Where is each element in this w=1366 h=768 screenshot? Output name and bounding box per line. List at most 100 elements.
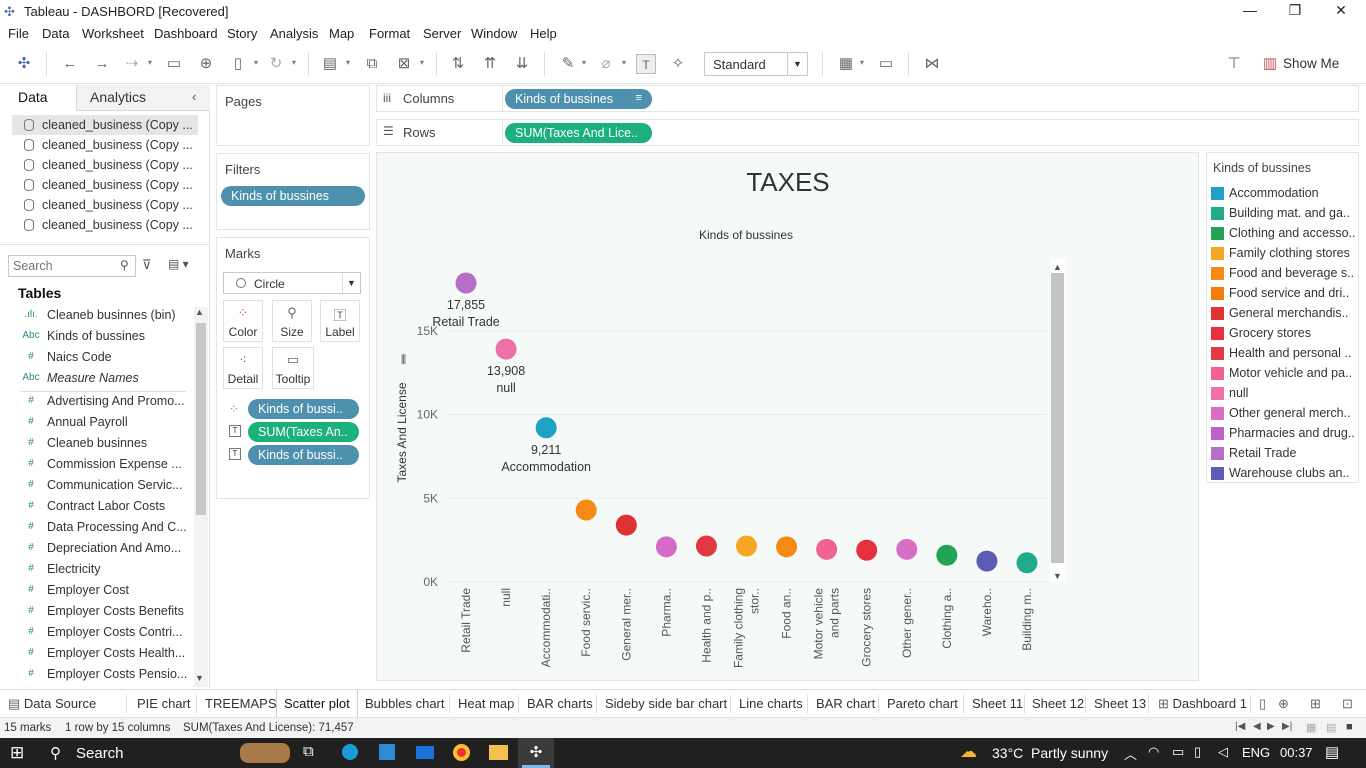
legend-item[interactable]: Food service and dri.. xyxy=(1211,285,1357,305)
legend-item[interactable]: Motor vehicle and pa.. xyxy=(1211,365,1357,385)
field-item[interactable]: # Data Processing And C... xyxy=(28,520,187,534)
first-sheet-icon[interactable]: |◀ xyxy=(1235,721,1246,732)
menu-analysis[interactable]: Analysis xyxy=(270,26,319,41)
language-indicator[interactable]: ENG xyxy=(1242,745,1271,760)
tab-bar-chart[interactable]: BAR chart xyxy=(816,696,876,711)
tab-dashboard-1[interactable]: ⊞ Dashboard 1 xyxy=(1158,696,1247,711)
network-icon[interactable]: ▭ xyxy=(1172,744,1185,759)
legend-item[interactable]: null xyxy=(1211,385,1357,405)
minimize-icon[interactable]: — xyxy=(1243,2,1257,18)
restore-icon[interactable]: ❐ xyxy=(1288,2,1302,18)
columns-pill[interactable]: Kinds of bussines ≡ xyxy=(505,89,652,109)
marks-card[interactable]: Marks Circle ▼ ⁘ Color ⚲ Size 🅃 Label ⁖ Deta… xyxy=(216,237,370,499)
label-button[interactable]: 🅃 Label xyxy=(320,300,360,342)
tab-sheet-13[interactable]: Sheet 13 xyxy=(1094,696,1147,711)
mark-pill-color[interactable]: Kinds of bussi.. xyxy=(248,399,359,419)
grid-view-icon[interactable]: ▦ xyxy=(1306,722,1317,734)
menu-map[interactable]: Map xyxy=(329,26,355,41)
legend-item[interactable]: Retail Trade xyxy=(1211,445,1357,465)
legend-item[interactable]: Other general merch.. xyxy=(1211,405,1357,425)
tab-sheet-12[interactable]: Sheet 12 xyxy=(1032,696,1085,711)
tab-sheet-11[interactable]: Sheet 11 xyxy=(972,696,1024,711)
duplicate-icon[interactable]: ⧉ xyxy=(366,55,378,72)
field-item[interactable]: # Employer Costs Pensio... xyxy=(28,667,188,681)
story-tab-icon[interactable]: ▯ xyxy=(1259,696,1267,711)
legend-item[interactable]: Pharmacies and drug.. xyxy=(1211,425,1357,445)
redo-icon[interactable]: → xyxy=(94,55,110,72)
datasource-item[interactable]: cleaned_business (Copy ... xyxy=(12,195,198,215)
replay-icon[interactable]: ⇢ xyxy=(125,55,139,72)
field-item[interactable]: # Electricity xyxy=(28,562,101,576)
store-icon[interactable] xyxy=(379,744,395,760)
datasource-item[interactable]: cleaned_business (Copy ... xyxy=(12,175,198,195)
field-item[interactable]: # Communication Servic... xyxy=(28,478,183,492)
weather-icon[interactable]: ☁ xyxy=(960,742,977,761)
datasource-item[interactable]: cleaned_business (Copy ... xyxy=(12,155,198,175)
chart-view[interactable]: TAXES Kinds of bussines 0K 5K 10K 15K Taxes An… xyxy=(376,152,1199,681)
taskbar-search-icon[interactable]: ⚲ xyxy=(50,745,61,762)
tab-bubbles-chart[interactable]: Bubbles chart xyxy=(365,696,445,711)
tab-pareto-chart[interactable]: Pareto chart xyxy=(887,696,958,711)
pin-icon[interactable]: ✧ xyxy=(671,55,685,72)
refresh-icon[interactable]: ↻ xyxy=(269,55,283,72)
file-explorer-icon[interactable] xyxy=(489,745,508,760)
list-view-icon[interactable]: ▤ xyxy=(1326,722,1337,734)
tab-pie-chart[interactable]: PIE chart xyxy=(137,696,191,711)
field-item[interactable]: Abc Measure Names xyxy=(22,371,139,385)
swap-icon[interactable]: ⇅ xyxy=(451,55,465,72)
filmstrip-view-icon[interactable]: ■ xyxy=(1346,721,1353,733)
undo-icon[interactable]: ← xyxy=(62,55,78,72)
fit-dropdown[interactable]: Standard ▼ xyxy=(704,52,808,76)
new-story-tab-icon[interactable]: ⊡ xyxy=(1342,696,1353,711)
clock[interactable]: 00:37 xyxy=(1280,745,1313,760)
new-worksheet-tab-icon[interactable]: ⊕ xyxy=(1278,696,1289,711)
save-icon[interactable]: ▭ xyxy=(166,55,182,72)
legend-item[interactable]: Health and personal .. xyxy=(1211,345,1357,365)
tableau-home-icon[interactable]: ✣ xyxy=(17,55,31,72)
show-me-button[interactable]: Show Me xyxy=(1283,56,1340,71)
filter-pill[interactable]: Kinds of bussines xyxy=(221,186,365,206)
columns-shelf[interactable]: iii Columns Kinds of bussines ≡ xyxy=(376,85,1359,112)
mail-icon[interactable] xyxy=(416,746,434,759)
field-item[interactable]: Abc Kinds of bussines xyxy=(22,329,145,343)
rows-shelf[interactable]: ☰ Rows SUM(Taxes And Lice.. xyxy=(376,119,1359,146)
tab-bar-charts[interactable]: BAR charts xyxy=(527,696,593,711)
tab-sideby-side-bar-chart[interactable]: Sideby side bar chart xyxy=(605,696,728,711)
detail-button[interactable]: ⁖ Detail xyxy=(223,347,263,389)
field-item[interactable]: # Employer Cost xyxy=(28,583,129,597)
tray-chevron-icon[interactable]: ︿ xyxy=(1124,747,1138,762)
taskbar-search[interactable]: Search xyxy=(76,745,124,762)
field-item[interactable]: # Cleaneb businnes xyxy=(28,436,148,450)
group-icon[interactable]: ⌀ xyxy=(601,55,611,72)
datasource-item[interactable]: cleaned_business (Copy ... xyxy=(12,215,198,235)
field-item[interactable]: # Annual Payroll xyxy=(28,415,128,429)
scatter-chart[interactable]: TAXES Kinds of bussines 0K 5K 10K 15K Taxes An… xyxy=(377,153,1198,680)
legend-item[interactable]: Food and beverage s.. xyxy=(1211,265,1357,285)
size-button[interactable]: ⚲ Size xyxy=(272,300,312,342)
last-sheet-icon[interactable]: ▶| xyxy=(1282,721,1293,732)
datasource-item[interactable]: cleaned_business (Copy ... xyxy=(12,135,198,155)
field-item[interactable]: # Employer Costs Contri... xyxy=(28,625,183,639)
battery-icon[interactable]: ▯ xyxy=(1194,744,1202,759)
tableau-taskbar-icon[interactable]: ✣ xyxy=(518,738,554,768)
field-item[interactable]: # Employer Costs Benefits xyxy=(28,604,184,618)
close-icon[interactable]: ✕ xyxy=(1335,2,1347,18)
tab-data-source[interactable]: ▤ Data Source xyxy=(8,696,97,711)
clear-sheet-icon[interactable]: ⊠ xyxy=(397,55,411,72)
new-worksheet-icon[interactable]: ▤ xyxy=(322,55,338,72)
tab-treemaps[interactable]: TREEMAPS xyxy=(205,696,277,711)
highlight-icon[interactable]: ✎ xyxy=(561,55,575,72)
field-item[interactable]: # Contract Labor Costs xyxy=(28,499,166,513)
tab-line-charts[interactable]: Line charts xyxy=(739,696,803,711)
menu-file[interactable]: File xyxy=(8,26,29,41)
menu-window[interactable]: Window xyxy=(471,26,518,41)
legend-item[interactable]: Family clothing stores xyxy=(1211,245,1357,265)
field-item[interactable]: # Naics Code xyxy=(28,350,112,364)
windows-start-icon[interactable]: ⊞ xyxy=(10,743,25,762)
collapse-pane-icon[interactable]: ‹ xyxy=(192,89,197,104)
menu-server[interactable]: Server xyxy=(423,26,462,41)
menu-worksheet[interactable]: Worksheet xyxy=(82,26,144,41)
chrome-icon[interactable] xyxy=(453,744,470,761)
show-me-icon[interactable]: ▥ xyxy=(1262,55,1278,72)
show-labels-icon[interactable]: T xyxy=(636,54,656,74)
